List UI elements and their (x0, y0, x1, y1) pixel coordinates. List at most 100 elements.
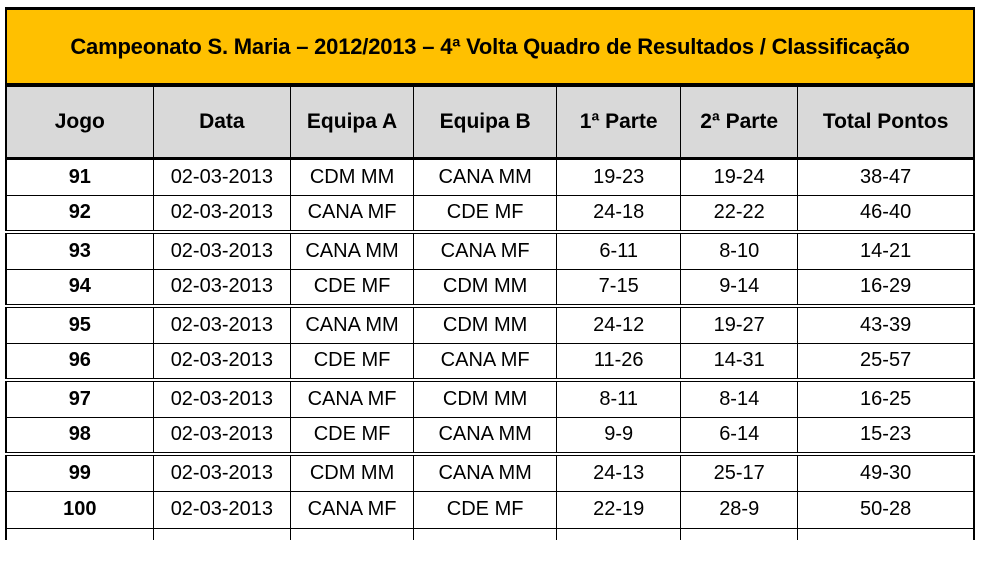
cell-total: 16-25 (797, 379, 975, 418)
table-row: 97 02-03-2013 CANA MF CDM MM 8-11 8-14 16-25 (5, 379, 975, 418)
cell-equipa-b: CANA MM (412, 157, 558, 196)
cell-parte1: 24-12 (556, 305, 682, 344)
cell-jogo: 92 (5, 194, 154, 234)
cell-equipa-b: CDE MF (412, 194, 558, 234)
cell-equipa-b: CDM MM (412, 379, 558, 418)
cell-parte1: 22-19 (556, 490, 682, 529)
cell-jogo: 98 (5, 416, 154, 456)
cell-data: 02-03-2013 (152, 305, 292, 344)
col-header-parte-1: 1ª Parte (556, 85, 682, 160)
table-row: 93 02-03-2013 CANA MM CANA MF 6-11 8-10 14-21 (5, 231, 975, 270)
partial-next-row (5, 527, 975, 540)
table-row: 100 02-03-2013 CANA MF CDE MF 22-19 28-9 50-28 (5, 490, 975, 529)
cell-parte1: 7-15 (556, 268, 682, 308)
cell-data: 02-03-2013 (152, 194, 292, 234)
cell-parte2: 28-9 (680, 490, 799, 529)
cell-equipa-b: CDM MM (412, 268, 558, 308)
results-table: Jogo Data Equipa A Equipa B 1ª Parte 2ª … (5, 85, 975, 540)
table-row: 94 02-03-2013 CDE MF CDM MM 7-15 9-14 16-29 (5, 268, 975, 308)
cell-parte2: 6-14 (680, 416, 799, 456)
results-sheet: Campeonato S. Maria – 2012/2013 – 4ª Vol… (5, 7, 975, 540)
cell-equipa-a: CDE MF (290, 268, 414, 308)
cell-parte2: 9-14 (680, 268, 799, 308)
partial-cell (5, 527, 154, 540)
cell-data: 02-03-2013 (152, 490, 292, 529)
col-header-jogo: Jogo (5, 85, 154, 160)
cell-equipa-a: CANA MM (290, 231, 414, 270)
cell-total: 43-39 (797, 305, 975, 344)
cell-parte1: 6-11 (556, 231, 682, 270)
table-row: 99 02-03-2013 CDM MM CANA MM 24-13 25-17 49-30 (5, 453, 975, 492)
cell-parte1: 8-11 (556, 379, 682, 418)
cell-data: 02-03-2013 (152, 231, 292, 270)
header-row: Jogo Data Equipa A Equipa B 1ª Parte 2ª … (5, 85, 975, 160)
cell-jogo: 95 (5, 305, 154, 344)
page-title: Campeonato S. Maria – 2012/2013 – 4ª Vol… (70, 33, 910, 59)
partial-cell (152, 527, 292, 540)
cell-data: 02-03-2013 (152, 379, 292, 418)
cell-total: 15-23 (797, 416, 975, 456)
cell-total: 25-57 (797, 342, 975, 382)
cell-jogo: 99 (5, 453, 154, 492)
cell-equipa-b: CANA MF (412, 342, 558, 382)
results-tbody: 91 02-03-2013 CDM MM CANA MM 19-23 19-24 38-47… (5, 157, 975, 529)
cell-equipa-a: CANA MM (290, 305, 414, 344)
table-row: 91 02-03-2013 CDM MM CANA MM 19-23 19-24 38-47 (5, 157, 975, 196)
cell-parte2: 8-10 (680, 231, 799, 270)
cell-total: 38-47 (797, 157, 975, 196)
cell-total: 14-21 (797, 231, 975, 270)
cell-parte2: 14-31 (680, 342, 799, 382)
cell-data: 02-03-2013 (152, 453, 292, 492)
cell-parte2: 19-24 (680, 157, 799, 196)
cell-data: 02-03-2013 (152, 268, 292, 308)
cell-equipa-a: CDM MM (290, 157, 414, 196)
cell-parte1: 19-23 (556, 157, 682, 196)
table-row: 96 02-03-2013 CDE MF CANA MF 11-26 14-31 25-57 (5, 342, 975, 382)
cell-equipa-a: CANA MF (290, 194, 414, 234)
cell-equipa-a: CANA MF (290, 490, 414, 529)
cell-equipa-a: CANA MF (290, 379, 414, 418)
col-header-total-pontos: Total Pontos (797, 85, 975, 160)
cell-equipa-b: CDE MF (412, 490, 558, 529)
cell-jogo: 91 (5, 157, 154, 196)
cell-parte2: 25-17 (680, 453, 799, 492)
cell-equipa-b: CANA MM (412, 416, 558, 456)
cell-parte2: 8-14 (680, 379, 799, 418)
cell-total: 50-28 (797, 490, 975, 529)
cell-parte2: 22-22 (680, 194, 799, 234)
cell-total: 16-29 (797, 268, 975, 308)
cell-jogo: 97 (5, 379, 154, 418)
partial-cell (556, 527, 682, 540)
cell-equipa-a: CDM MM (290, 453, 414, 492)
title-banner: Campeonato S. Maria – 2012/2013 – 4ª Vol… (5, 7, 975, 85)
cell-jogo: 96 (5, 342, 154, 382)
cell-parte1: 24-13 (556, 453, 682, 492)
cell-data: 02-03-2013 (152, 416, 292, 456)
cell-equipa-a: CDE MF (290, 342, 414, 382)
cell-equipa-b: CANA MF (412, 231, 558, 270)
table-row: 92 02-03-2013 CANA MF CDE MF 24-18 22-22 46-40 (5, 194, 975, 234)
cell-parte1: 11-26 (556, 342, 682, 382)
table-row: 95 02-03-2013 CANA MM CDM MM 24-12 19-27 43-39 (5, 305, 975, 344)
cell-data: 02-03-2013 (152, 157, 292, 196)
cell-data: 02-03-2013 (152, 342, 292, 382)
col-header-data: Data (152, 85, 292, 160)
cell-jogo: 94 (5, 268, 154, 308)
cell-parte1: 24-18 (556, 194, 682, 234)
partial-cell (680, 527, 799, 540)
col-header-parte-2: 2ª Parte (680, 85, 799, 160)
table-row: 98 02-03-2013 CDE MF CANA MM 9-9 6-14 15-23 (5, 416, 975, 456)
partial-cell (797, 527, 975, 540)
col-header-equipa-b: Equipa B (412, 85, 558, 160)
partial-cell (412, 527, 558, 540)
partial-row (5, 527, 975, 540)
cell-parte2: 19-27 (680, 305, 799, 344)
partial-cell (290, 527, 414, 540)
cell-jogo: 100 (5, 490, 154, 529)
col-header-equipa-a: Equipa A (290, 85, 414, 160)
cell-total: 46-40 (797, 194, 975, 234)
cell-jogo: 93 (5, 231, 154, 270)
cell-total: 49-30 (797, 453, 975, 492)
cell-equipa-b: CDM MM (412, 305, 558, 344)
cell-equipa-a: CDE MF (290, 416, 414, 456)
